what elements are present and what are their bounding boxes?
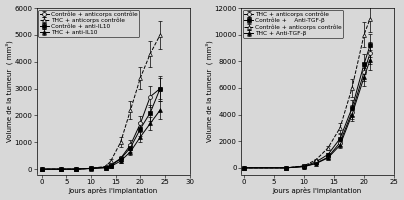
Legend: THC + anticorps contrôle, Contrôle +    Anti-TGF-β, Contrôle + anticorps contrôl: THC + anticorps contrôle, Contrôle + Ant… (243, 10, 343, 38)
X-axis label: Jours après l'implantation: Jours après l'implantation (69, 187, 158, 194)
X-axis label: Jours après l'implantation: Jours après l'implantation (273, 187, 362, 194)
Legend: Contrôle + anticorps contrôle, THC + anticorps contrôle, Contrôle + anti-IL10, T: Contrôle + anticorps contrôle, THC + ant… (38, 10, 139, 37)
Y-axis label: Volume de la tumeur  ( mm³): Volume de la tumeur ( mm³) (205, 40, 213, 142)
Y-axis label: Volume de la tumeur  ( mm³): Volume de la tumeur ( mm³) (6, 40, 13, 142)
